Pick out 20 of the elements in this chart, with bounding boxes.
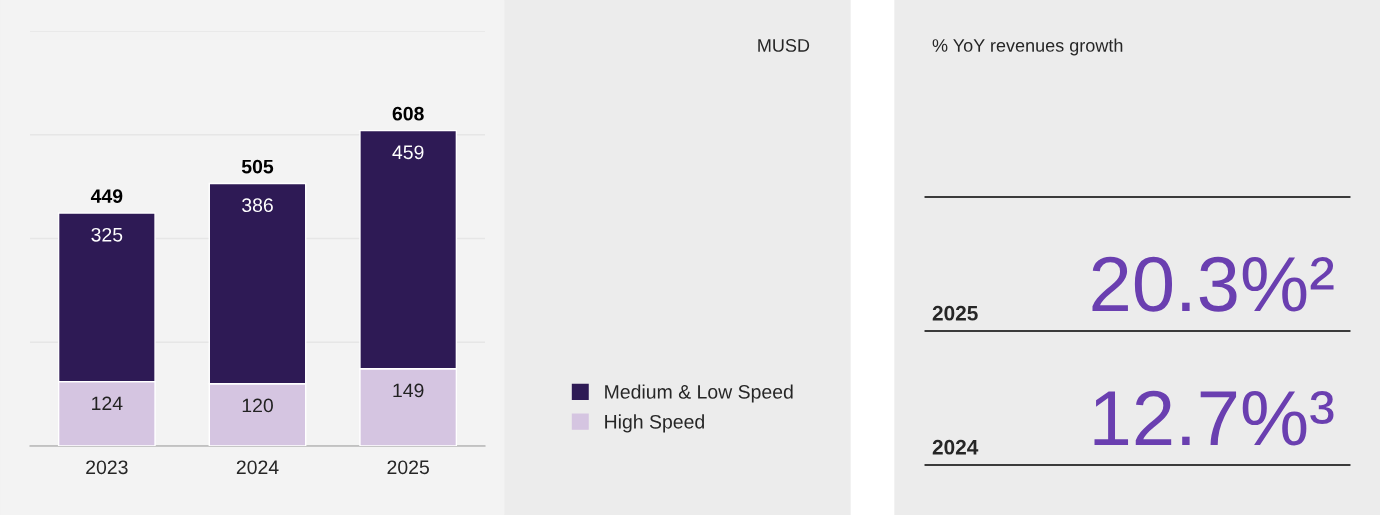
total-label: 449 [90, 189, 123, 204]
data-label: 386 [242, 198, 273, 213]
x-tick-label: 2025 [387, 460, 429, 475]
data-label: 459 [392, 145, 424, 160]
text: % YoY revenues growth [932, 38, 1123, 56]
total-label: 608 [392, 106, 424, 121]
text: 12.7%³ [1094, 390, 1334, 446]
data-label: 120 [242, 398, 273, 413]
text: 2025 [932, 305, 978, 321]
legend-label: High Speed [605, 414, 704, 433]
y-axis-title: MUSD [758, 39, 810, 52]
data-label: 325 [91, 227, 123, 242]
data-label: 124 [92, 396, 123, 411]
x-tick-label: 2024 [236, 460, 279, 475]
total-label: 505 [241, 159, 274, 174]
text: 20.3%² [1092, 256, 1334, 312]
data-label: 149 [393, 383, 424, 398]
text: 2024 [932, 439, 979, 455]
x-tick-label: 2023 [86, 460, 128, 475]
legend-label: Medium & Low Speed [605, 384, 793, 403]
